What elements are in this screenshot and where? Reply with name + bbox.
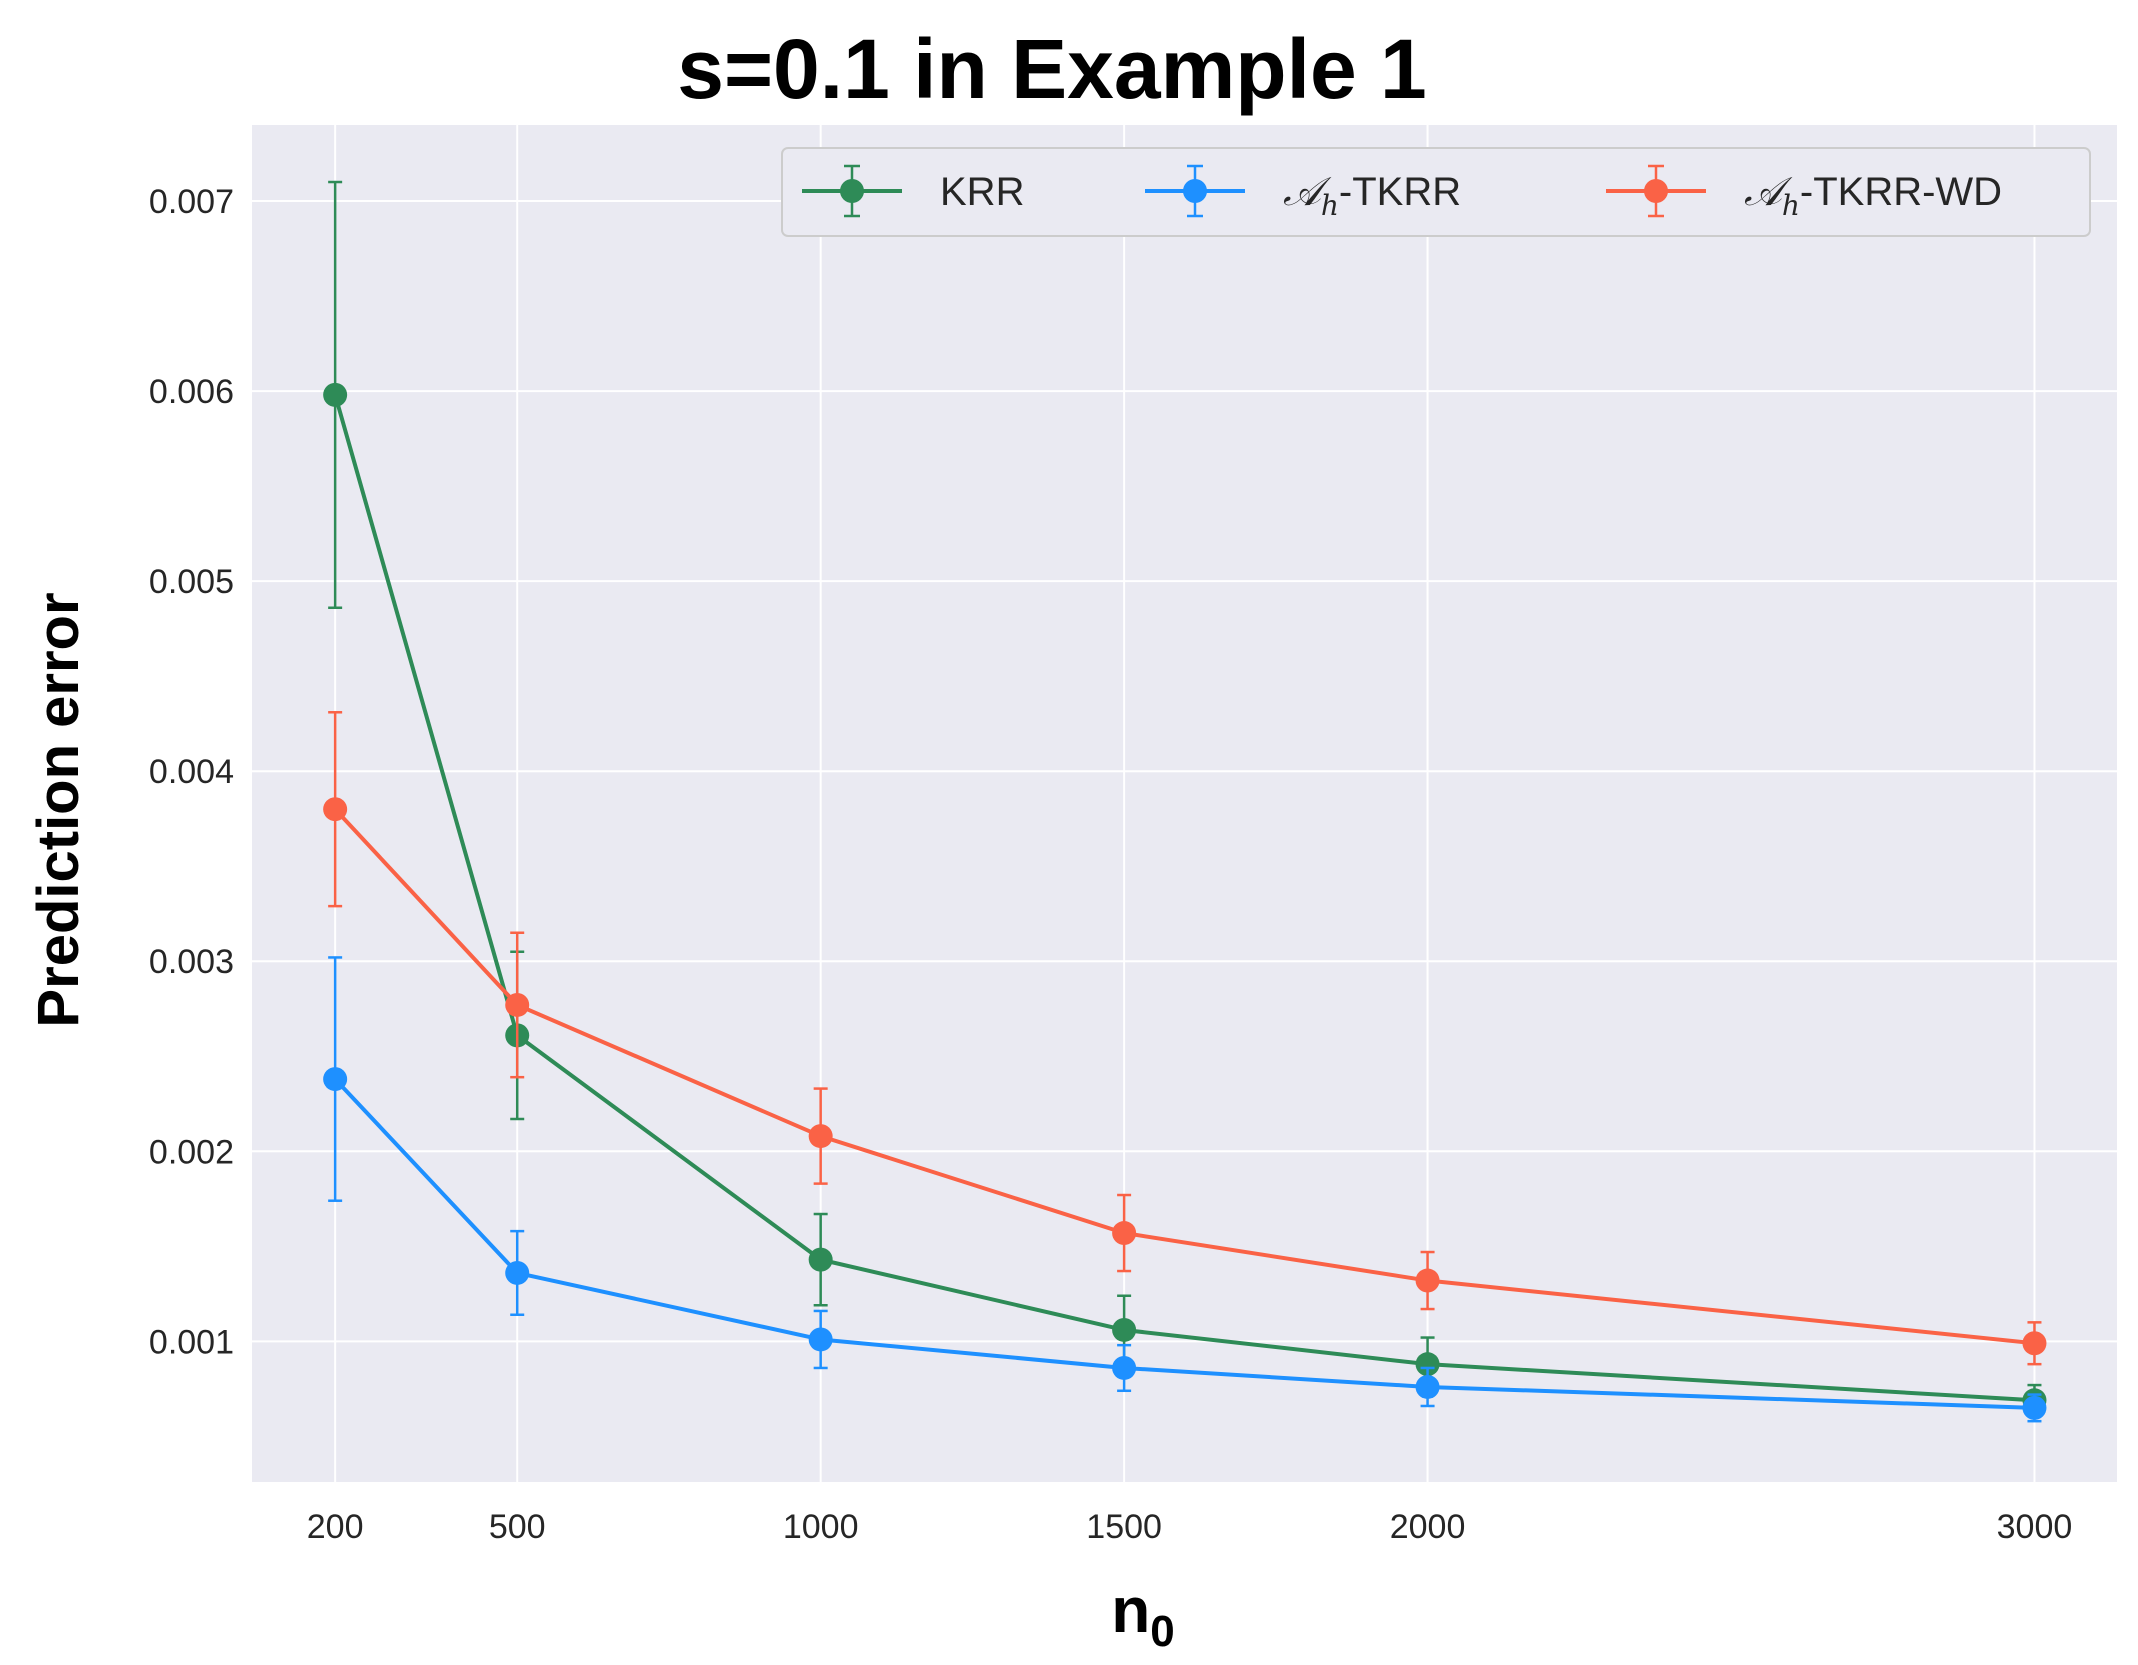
x-axis-label-subscript: 0 xyxy=(1150,1607,1174,1656)
y-tick-labels: 0.001 0.002 0.003 0.004 0.005 0.006 0.007 xyxy=(149,183,234,1361)
data-point xyxy=(1415,1352,1440,1377)
legend-ah-tkrr-wd-marker xyxy=(1644,179,1668,203)
legend-item-ah-tkrr: 𝒜h-TKRR xyxy=(1145,164,1461,222)
x-axis-label-main: n xyxy=(1111,1574,1150,1646)
x-tick-label: 200 xyxy=(307,1508,364,1546)
data-point xyxy=(1112,1221,1137,1246)
x-axis-label: n0 xyxy=(1111,1574,1175,1656)
data-point xyxy=(808,1247,833,1272)
y-tick-label: 0.007 xyxy=(149,183,234,221)
legend: KRR 𝒜h-TKRR 𝒜h-TKRR-WD xyxy=(781,147,2091,237)
data-point xyxy=(1415,1268,1440,1293)
data-point xyxy=(505,1260,530,1285)
y-tick-label: 0.005 xyxy=(149,563,234,601)
data-point xyxy=(1112,1355,1137,1380)
x-tick-label: 1500 xyxy=(1086,1508,1162,1546)
legend-krr-label: KRR xyxy=(940,170,1024,214)
legend-ah-tkrr-marker xyxy=(1183,179,1207,203)
chart-title: s=0.1 in Example 1 xyxy=(677,22,1426,116)
x-tick-label: 2000 xyxy=(1390,1508,1466,1546)
x-tick-label: 3000 xyxy=(1997,1508,2073,1546)
data-point xyxy=(808,1124,833,1149)
legend-item-ah-tkrr-wd: 𝒜h-TKRR-WD xyxy=(1606,164,2002,222)
data-point xyxy=(2022,1331,2047,1356)
data-point xyxy=(323,382,348,407)
y-tick-label: 0.002 xyxy=(149,1133,234,1171)
y-tick-label: 0.006 xyxy=(149,373,234,411)
x-tick-labels: 200 500 1000 1500 2000 3000 xyxy=(307,1508,2073,1546)
x-tick-label: 500 xyxy=(489,1508,546,1546)
legend-frame xyxy=(781,147,2091,237)
legend-ah-tkrr-label: 𝒜h-TKRR xyxy=(1283,169,1461,222)
legend-ah-tkrr-rest: -TKRR xyxy=(1339,170,1461,214)
series-line xyxy=(333,1077,2035,1410)
series-line xyxy=(333,807,2035,1346)
data-point xyxy=(505,992,530,1017)
y-tick-label: 0.004 xyxy=(149,753,234,791)
data-point xyxy=(808,1327,833,1352)
y-tick-label: 0.003 xyxy=(149,943,234,981)
legend-ah-tkrr-sub: h xyxy=(1321,189,1339,222)
legend-ah-tkrr-wd-label: 𝒜h-TKRR-WD xyxy=(1744,169,2002,222)
data-point xyxy=(1415,1374,1440,1399)
y-tick-label: 0.001 xyxy=(149,1323,234,1361)
legend-ah-tkrr-wd-rest: -TKRR-WD xyxy=(1800,170,2002,214)
data-point xyxy=(323,797,348,822)
data-point xyxy=(323,1067,348,1092)
legend-krr-marker xyxy=(840,179,864,203)
data-point xyxy=(2022,1395,2047,1420)
legend-item-krr: KRR xyxy=(802,164,1024,218)
data-point xyxy=(1112,1317,1137,1342)
series-2 xyxy=(323,711,2047,1366)
legend-ah-tkrr-wd-sub: h xyxy=(1782,189,1800,222)
series-line xyxy=(333,394,2035,1403)
plot-area xyxy=(252,125,2117,1482)
x-tick-label: 1000 xyxy=(783,1508,859,1546)
y-axis-label: Prediction error xyxy=(26,592,91,1027)
series-1 xyxy=(323,956,2047,1423)
series-layer xyxy=(323,180,2047,1423)
